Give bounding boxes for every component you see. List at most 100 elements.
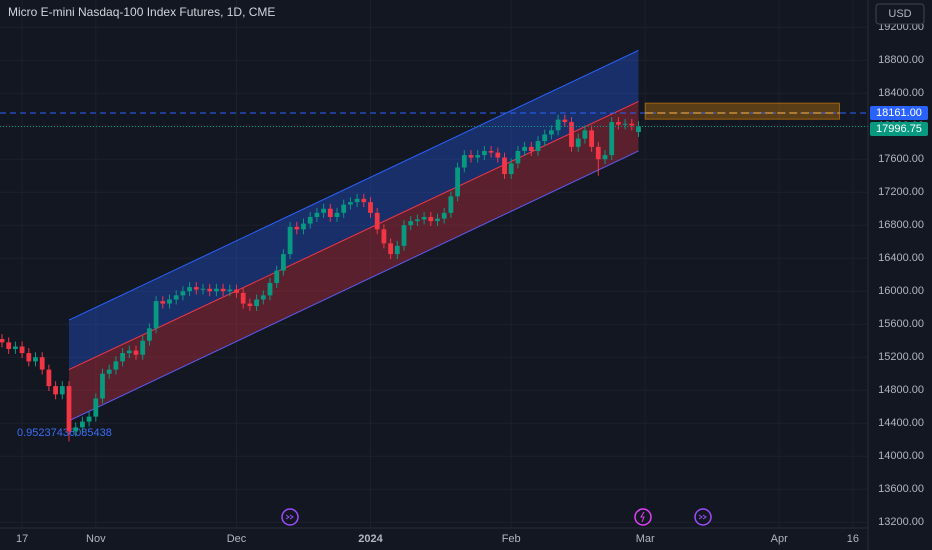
axes: 13200.00 13600.00 14000.00 14400.00 14800.00…: [16, 21, 928, 545]
channel-label: 0.95237436085438: [17, 427, 112, 439]
candle-body: [374, 212, 380, 230]
candle-body: [388, 243, 393, 255]
candle-body: [455, 167, 460, 197]
candle-body: [381, 229, 387, 244]
event-icon-glyph: [285, 514, 294, 520]
currency-label[interactable]: USD: [888, 8, 911, 20]
candle-body: [80, 421, 85, 428]
price-label: 18161.00: [876, 107, 922, 119]
price-label: 17996.75: [876, 123, 922, 135]
candle-body: [354, 198, 360, 203]
candle-body: [616, 122, 621, 125]
candle-body: [441, 212, 447, 219]
candle-body: [100, 373, 105, 399]
x-tick-label: Feb: [502, 533, 521, 545]
candle-body: [220, 288, 226, 292]
candle-body: [582, 130, 588, 139]
price-label-bg: [870, 121, 928, 136]
x-tick-label: 17: [16, 533, 28, 545]
price-zone: [644, 102, 841, 120]
candle-body: [468, 155, 474, 158]
candle-body: [394, 245, 400, 255]
grid: [0, 0, 868, 528]
candle-body: [93, 398, 99, 417]
candle-body: [495, 152, 501, 158]
candle-body: [281, 254, 286, 271]
candle-body: [502, 157, 507, 175]
candle-body: [488, 150, 494, 153]
candle-body: [0, 339, 5, 343]
candle-body: [113, 361, 119, 370]
candle-body: [126, 350, 132, 354]
y-tick-label: 19200.00: [878, 21, 924, 33]
candle-body: [475, 155, 481, 158]
event-icon[interactable]: [694, 508, 712, 526]
event-icon-glyph: [698, 514, 707, 520]
candle-body: [528, 146, 534, 151]
candle-body: [86, 416, 92, 422]
candle-body: [187, 287, 192, 292]
candle-body: [622, 123, 628, 125]
candle-body: [13, 346, 18, 349]
x-tick-label: 2024: [358, 533, 383, 545]
y-tick-label: 15200.00: [878, 351, 924, 363]
candle-body: [327, 208, 333, 217]
candle-body: [173, 295, 179, 300]
candle-body: [435, 218, 440, 222]
chart-title: Micro E-mini Nasdaq-100 Index Futures, 1…: [8, 5, 275, 19]
candle-body: [254, 299, 259, 307]
candle-body: [66, 386, 72, 432]
candle-body: [140, 340, 146, 355]
y-tick-label: 18400.00: [878, 87, 924, 99]
candle-body: [120, 353, 125, 362]
y-tick-label: 18800.00: [878, 54, 924, 66]
candle-body: [595, 146, 601, 160]
event-icons: [281, 508, 712, 526]
candle-body: [200, 288, 206, 290]
candle-body: [482, 150, 487, 156]
candle-body: [448, 196, 454, 213]
candle-body: [609, 122, 615, 156]
candle-body: [408, 221, 414, 226]
candle-body: [73, 427, 79, 432]
candle-body: [415, 219, 420, 222]
candle-body: [39, 357, 45, 370]
x-tick-label: 16: [847, 533, 859, 545]
candle-body: [421, 216, 427, 220]
candle-body: [428, 216, 434, 222]
y-tick-label: 16400.00: [878, 252, 924, 264]
candle-body: [59, 386, 65, 395]
channel-lower-line: [68, 150, 639, 422]
candle-body: [562, 119, 568, 123]
candle-body: [160, 301, 166, 304]
y-tick-label: 14400.00: [878, 417, 924, 429]
candle-body: [314, 212, 320, 217]
candle-body: [629, 123, 635, 126]
x-tick-label: Dec: [227, 533, 247, 545]
candle-body: [180, 291, 186, 296]
x-tick-label: Mar: [636, 533, 655, 545]
candle-body: [234, 289, 239, 293]
y-tick-label: 15600.00: [878, 318, 924, 330]
y-tick-label: 13200.00: [878, 516, 924, 528]
candle-body: [53, 386, 58, 395]
candle-body: [153, 301, 159, 329]
candle-body: [334, 212, 340, 217]
y-tick-label: 14000.00: [878, 450, 924, 462]
candle-body: [461, 155, 467, 168]
candle-body: [227, 289, 233, 292]
candle-body: [46, 369, 52, 387]
candle-body: [535, 141, 541, 151]
candle-body: [260, 295, 266, 300]
candle-body: [321, 208, 326, 213]
candle-body: [301, 223, 306, 230]
currency-button[interactable]: [875, 3, 925, 25]
y-tick-label: 17600.00: [878, 153, 924, 165]
y-tick-label: 16800.00: [878, 219, 924, 231]
candle-body: [589, 130, 594, 147]
event-icon[interactable]: [281, 508, 299, 526]
candle-body: [274, 270, 280, 283]
channel-lower-fill: [69, 101, 639, 421]
candle-body: [167, 299, 172, 304]
